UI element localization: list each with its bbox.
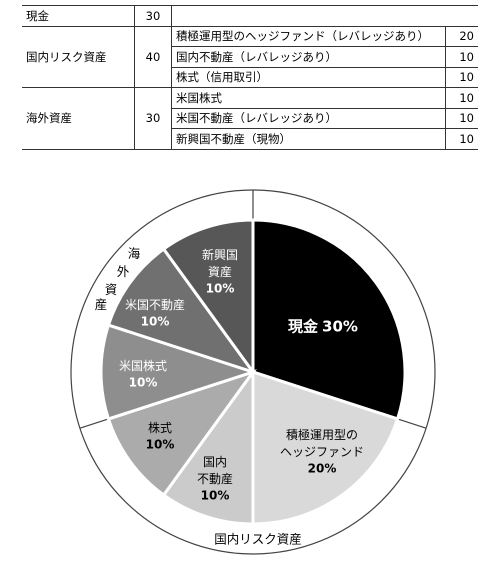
group-separator: [79, 418, 109, 429]
label-line: 米国株式: [119, 358, 167, 373]
value-label: 10%: [141, 315, 170, 329]
label-line: 積極運用型の: [286, 427, 358, 442]
table-cell: 10: [445, 87, 478, 109]
label-line: 新興国: [202, 247, 238, 262]
value-label: 10%: [206, 282, 235, 296]
pie-slice: [106, 369, 257, 498]
table-cell: 40: [134, 25, 172, 88]
table-cell: 米国不動産（レバレッジあり）: [171, 107, 446, 129]
slice-label: 新興国資産: [202, 247, 238, 279]
slice-label: 米国不動産: [125, 297, 185, 312]
group-separator: [397, 418, 427, 429]
group-label: 海外資産: [95, 246, 141, 312]
table-row: 株式（信用取引） 10: [22, 66, 478, 88]
value-label: 20%: [308, 462, 337, 476]
label-char: 産: [95, 297, 108, 312]
slice-label: 現金: [288, 318, 319, 336]
group-label: 国内リスク資産: [214, 532, 302, 547]
value-label: 30%: [322, 318, 358, 336]
table-cell: 10: [445, 46, 478, 68]
label-line: 国内: [203, 455, 227, 469]
pie-slice: [161, 367, 255, 526]
table-row: 新興国不動産（現物） 10: [22, 128, 478, 150]
label-line: 不動産: [197, 471, 233, 486]
slice-label: 積極運用型のヘッジファンド: [280, 427, 364, 459]
table-cell: 新興国不動産（現物）: [171, 128, 446, 150]
pie-slice: [251, 369, 400, 526]
label-line: 米国不動産: [125, 297, 185, 312]
pie-slice: [251, 218, 407, 421]
label-char: 外: [117, 264, 130, 279]
label-char: 海: [128, 246, 141, 261]
value-label: 10%: [146, 438, 175, 452]
label-line: 資産: [208, 264, 232, 279]
table-cell: 10: [445, 128, 478, 150]
table-row: 国内不動産（レバレッジあり） 10: [22, 46, 478, 68]
slice-label: 株式: [148, 420, 172, 435]
label-line: 株式: [148, 420, 172, 435]
table-cell: 海外資産: [22, 87, 135, 150]
slice-label: 米国株式: [119, 358, 167, 373]
table-row: 米国不動産（レバレッジあり） 10: [22, 107, 478, 129]
table-cell: 10: [445, 107, 478, 129]
pie-slice: [161, 218, 255, 377]
table-row: 海外資産 30 米国株式 10: [22, 87, 478, 150]
value-label: 10%: [201, 489, 230, 503]
value-label: 10%: [129, 376, 158, 390]
pie-slice: [106, 246, 257, 375]
pie-slice: [99, 323, 258, 421]
slice-label: 国内不動産: [197, 455, 233, 486]
table-cell: 30: [134, 87, 172, 150]
allocation-table: 現金 30 国内リスク資産 40 積極運用型のヘッジファンド（レバレッジあり） 20 国内不…: [22, 5, 478, 150]
label-char: 資: [105, 282, 118, 297]
label-line: ヘッジファンド: [280, 445, 364, 459]
